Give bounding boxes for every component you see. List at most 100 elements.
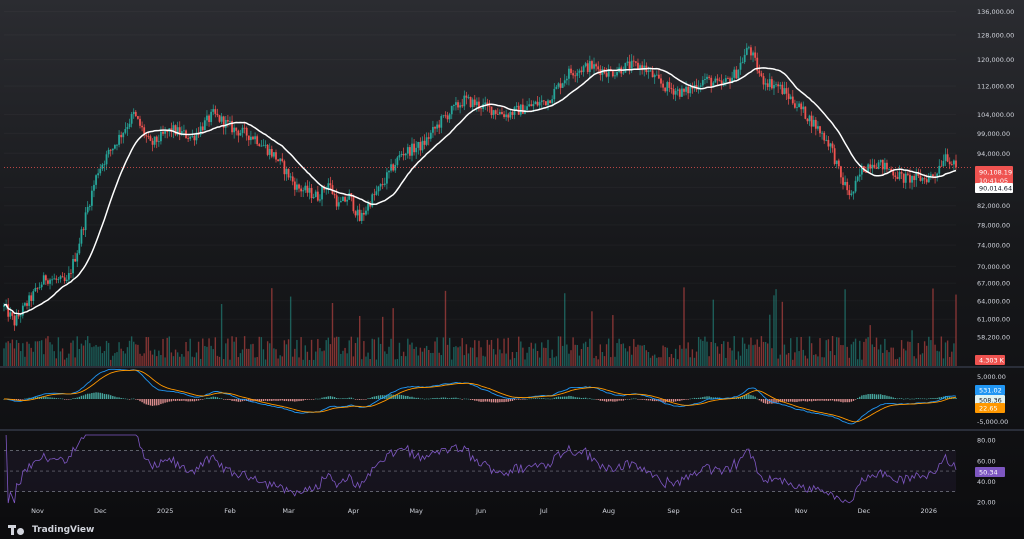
volume-bar <box>164 357 166 366</box>
candle <box>86 201 89 215</box>
macd-histogram-bar <box>624 399 627 400</box>
candle <box>524 105 526 115</box>
volume-bar <box>321 351 323 366</box>
y-tick-label: 99,000.00 <box>977 130 1010 138</box>
macd-histogram-bar <box>865 394 867 399</box>
volume-bar <box>511 352 514 366</box>
macd-histogram-bar <box>147 399 150 405</box>
macd-histogram-bar <box>825 399 827 401</box>
volume-bar <box>509 359 512 366</box>
candle <box>672 84 675 100</box>
macd-histogram-bar <box>486 399 489 402</box>
candle <box>153 136 156 148</box>
candle <box>176 121 179 137</box>
volume-bar <box>185 341 187 366</box>
candle <box>657 68 660 80</box>
volume-bar <box>718 353 721 366</box>
macd-histogram-bar <box>944 395 947 399</box>
candle <box>683 88 685 96</box>
candle <box>120 131 123 144</box>
brand-logo[interactable]: TradingView <box>8 525 94 535</box>
volume-bar <box>168 336 170 366</box>
candle <box>831 141 834 153</box>
candle <box>306 180 309 197</box>
volume-bar <box>641 345 643 366</box>
candle <box>538 97 541 111</box>
candle <box>452 104 455 111</box>
candle <box>459 102 462 114</box>
volume-bar <box>522 347 524 366</box>
volume-bar <box>446 344 449 366</box>
macd-histogram-bar <box>737 397 740 399</box>
macd-histogram-bar <box>559 396 562 399</box>
candle <box>768 73 771 91</box>
macd-histogram-bar <box>499 399 501 403</box>
volume-bar <box>687 342 689 366</box>
candle <box>160 126 162 145</box>
candle <box>385 167 388 190</box>
candle <box>915 168 918 187</box>
volume-bar <box>103 350 106 366</box>
macd-histogram-bar <box>513 399 516 401</box>
macd-histogram-bar <box>335 398 338 399</box>
moving-average-line <box>3 67 957 315</box>
volume-bar <box>681 348 683 366</box>
macd-histogram-bar <box>894 398 897 399</box>
macd-histogram-bar <box>821 399 823 401</box>
candle <box>302 187 305 198</box>
candle <box>764 78 767 91</box>
candle <box>919 169 922 182</box>
volume-bar <box>172 356 175 366</box>
macd-histogram-bar <box>760 399 763 402</box>
volume-bar <box>798 351 800 366</box>
macd-histogram-bar <box>626 398 629 400</box>
macd-histogram-bar <box>501 399 503 403</box>
volume-bar <box>124 353 127 366</box>
macd-histogram-bar <box>863 394 865 399</box>
macd-histogram-bar <box>216 397 219 399</box>
candle <box>793 99 796 109</box>
volume-bar <box>603 356 606 366</box>
volume-bar <box>118 342 120 366</box>
volume-bar <box>645 350 648 366</box>
candle <box>63 272 66 284</box>
candle <box>473 95 476 108</box>
candle <box>503 110 505 119</box>
candle <box>97 168 100 179</box>
candle <box>498 109 501 116</box>
macd-histogram-bar <box>773 399 775 404</box>
volume-bar <box>283 340 286 366</box>
volume-bar <box>231 336 233 366</box>
last-price-value: 90,108.19 <box>979 169 1012 177</box>
macd-histogram-bar <box>17 399 20 400</box>
candle <box>678 87 681 100</box>
volume-bar <box>371 338 373 366</box>
candle <box>373 188 376 201</box>
volume-bar <box>233 341 235 366</box>
volume-bar <box>95 345 97 366</box>
x-tick-label: Dec <box>858 507 871 515</box>
candle <box>752 50 754 63</box>
macd-histogram-bar <box>871 393 874 399</box>
volume-bar <box>170 352 173 366</box>
volume-bar <box>183 356 185 366</box>
candle <box>331 180 334 195</box>
footer-bar: TradingView <box>0 517 1024 539</box>
volume-bar <box>630 354 633 366</box>
volume-bar <box>258 336 260 366</box>
macd-histogram-bar <box>819 399 821 401</box>
candle <box>632 55 635 67</box>
macd-histogram-bar <box>210 397 212 399</box>
macd-histogram-bar <box>139 399 141 402</box>
macd-histogram-bar <box>685 399 687 400</box>
volume-bar <box>551 349 553 366</box>
macd-histogram-bar <box>160 399 162 405</box>
volume-bar <box>921 353 924 366</box>
candle <box>942 154 945 168</box>
macd-histogram-bar <box>953 397 955 399</box>
volume-bar <box>530 342 532 366</box>
macd-histogram-bar <box>888 396 890 399</box>
candle <box>34 283 37 292</box>
macd-histogram-bar <box>518 399 520 400</box>
